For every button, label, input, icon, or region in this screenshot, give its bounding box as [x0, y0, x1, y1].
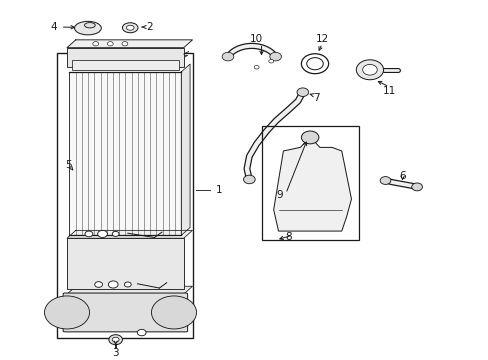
Circle shape [93, 42, 99, 46]
Bar [72, 60, 179, 70]
Circle shape [269, 52, 281, 61]
Circle shape [112, 231, 119, 237]
Circle shape [243, 175, 255, 184]
Text: 6: 6 [398, 171, 405, 181]
Circle shape [356, 60, 383, 80]
Bar [69, 72, 181, 235]
Circle shape [122, 42, 127, 46]
Bar [57, 53, 193, 338]
Circle shape [137, 329, 146, 336]
FancyArrowPatch shape [183, 51, 188, 54]
Text: 1: 1 [215, 185, 222, 195]
Bar [67, 238, 183, 289]
Circle shape [107, 42, 113, 46]
Circle shape [151, 296, 196, 329]
Circle shape [108, 281, 118, 288]
Text: 11: 11 [382, 86, 395, 96]
Text: 2: 2 [146, 22, 153, 32]
Circle shape [254, 66, 259, 69]
Bar [67, 48, 183, 67]
Polygon shape [181, 64, 190, 235]
Circle shape [411, 183, 422, 191]
Text: 7: 7 [312, 93, 319, 103]
Circle shape [306, 58, 323, 70]
Circle shape [98, 230, 107, 238]
Circle shape [362, 64, 376, 75]
Circle shape [379, 177, 390, 184]
Ellipse shape [122, 23, 138, 33]
Polygon shape [67, 40, 192, 48]
Text: 5: 5 [65, 160, 72, 170]
Polygon shape [273, 142, 351, 231]
Circle shape [222, 52, 233, 61]
Polygon shape [67, 230, 192, 238]
Ellipse shape [74, 21, 101, 35]
Ellipse shape [126, 25, 134, 30]
Bar [261, 126, 358, 240]
Circle shape [301, 131, 318, 144]
FancyBboxPatch shape [63, 293, 187, 332]
Text: 12: 12 [315, 35, 328, 45]
Text: 4: 4 [50, 22, 57, 32]
Text: 3: 3 [112, 347, 119, 357]
Circle shape [85, 231, 93, 237]
Text: 10: 10 [249, 34, 263, 44]
Ellipse shape [84, 23, 95, 28]
Polygon shape [72, 55, 187, 60]
Polygon shape [67, 286, 192, 294]
Circle shape [112, 337, 119, 342]
Circle shape [124, 282, 131, 287]
Circle shape [109, 335, 122, 345]
Circle shape [44, 296, 89, 329]
Circle shape [95, 282, 102, 287]
Text: 8: 8 [285, 232, 291, 242]
Circle shape [296, 88, 308, 96]
Text: 9: 9 [276, 190, 282, 201]
Circle shape [301, 54, 328, 74]
Circle shape [268, 59, 273, 63]
